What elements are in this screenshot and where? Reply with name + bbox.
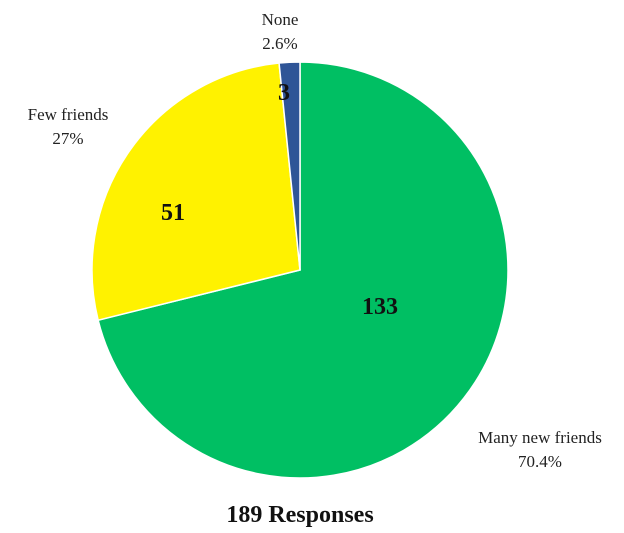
slice-percent-label: 2.6% [262, 34, 297, 53]
slice-count-labels: 133 51 3 [161, 80, 398, 320]
slice-value-label: 3 [278, 80, 290, 106]
pie-slice-none [278, 61, 301, 271]
chart-caption: 189 Responses [226, 502, 373, 528]
slice-category-label: Many new friends [478, 428, 602, 447]
slice-value-label: 133 [362, 294, 398, 320]
slice-percent-label: 27% [52, 129, 83, 148]
slice-value-label: 51 [161, 200, 185, 226]
pie-slice-few-friends [91, 62, 301, 322]
slice-outer-labels: Many new friends 70.4% Few friends 27% None 2… [28, 10, 602, 471]
slice-category-label: Few friends [28, 105, 109, 124]
pie-slices [91, 61, 509, 479]
pie-slice-many-new-friends [97, 61, 509, 479]
slice-category-label: None [262, 10, 299, 29]
slice-percent-label: 70.4% [518, 452, 562, 471]
